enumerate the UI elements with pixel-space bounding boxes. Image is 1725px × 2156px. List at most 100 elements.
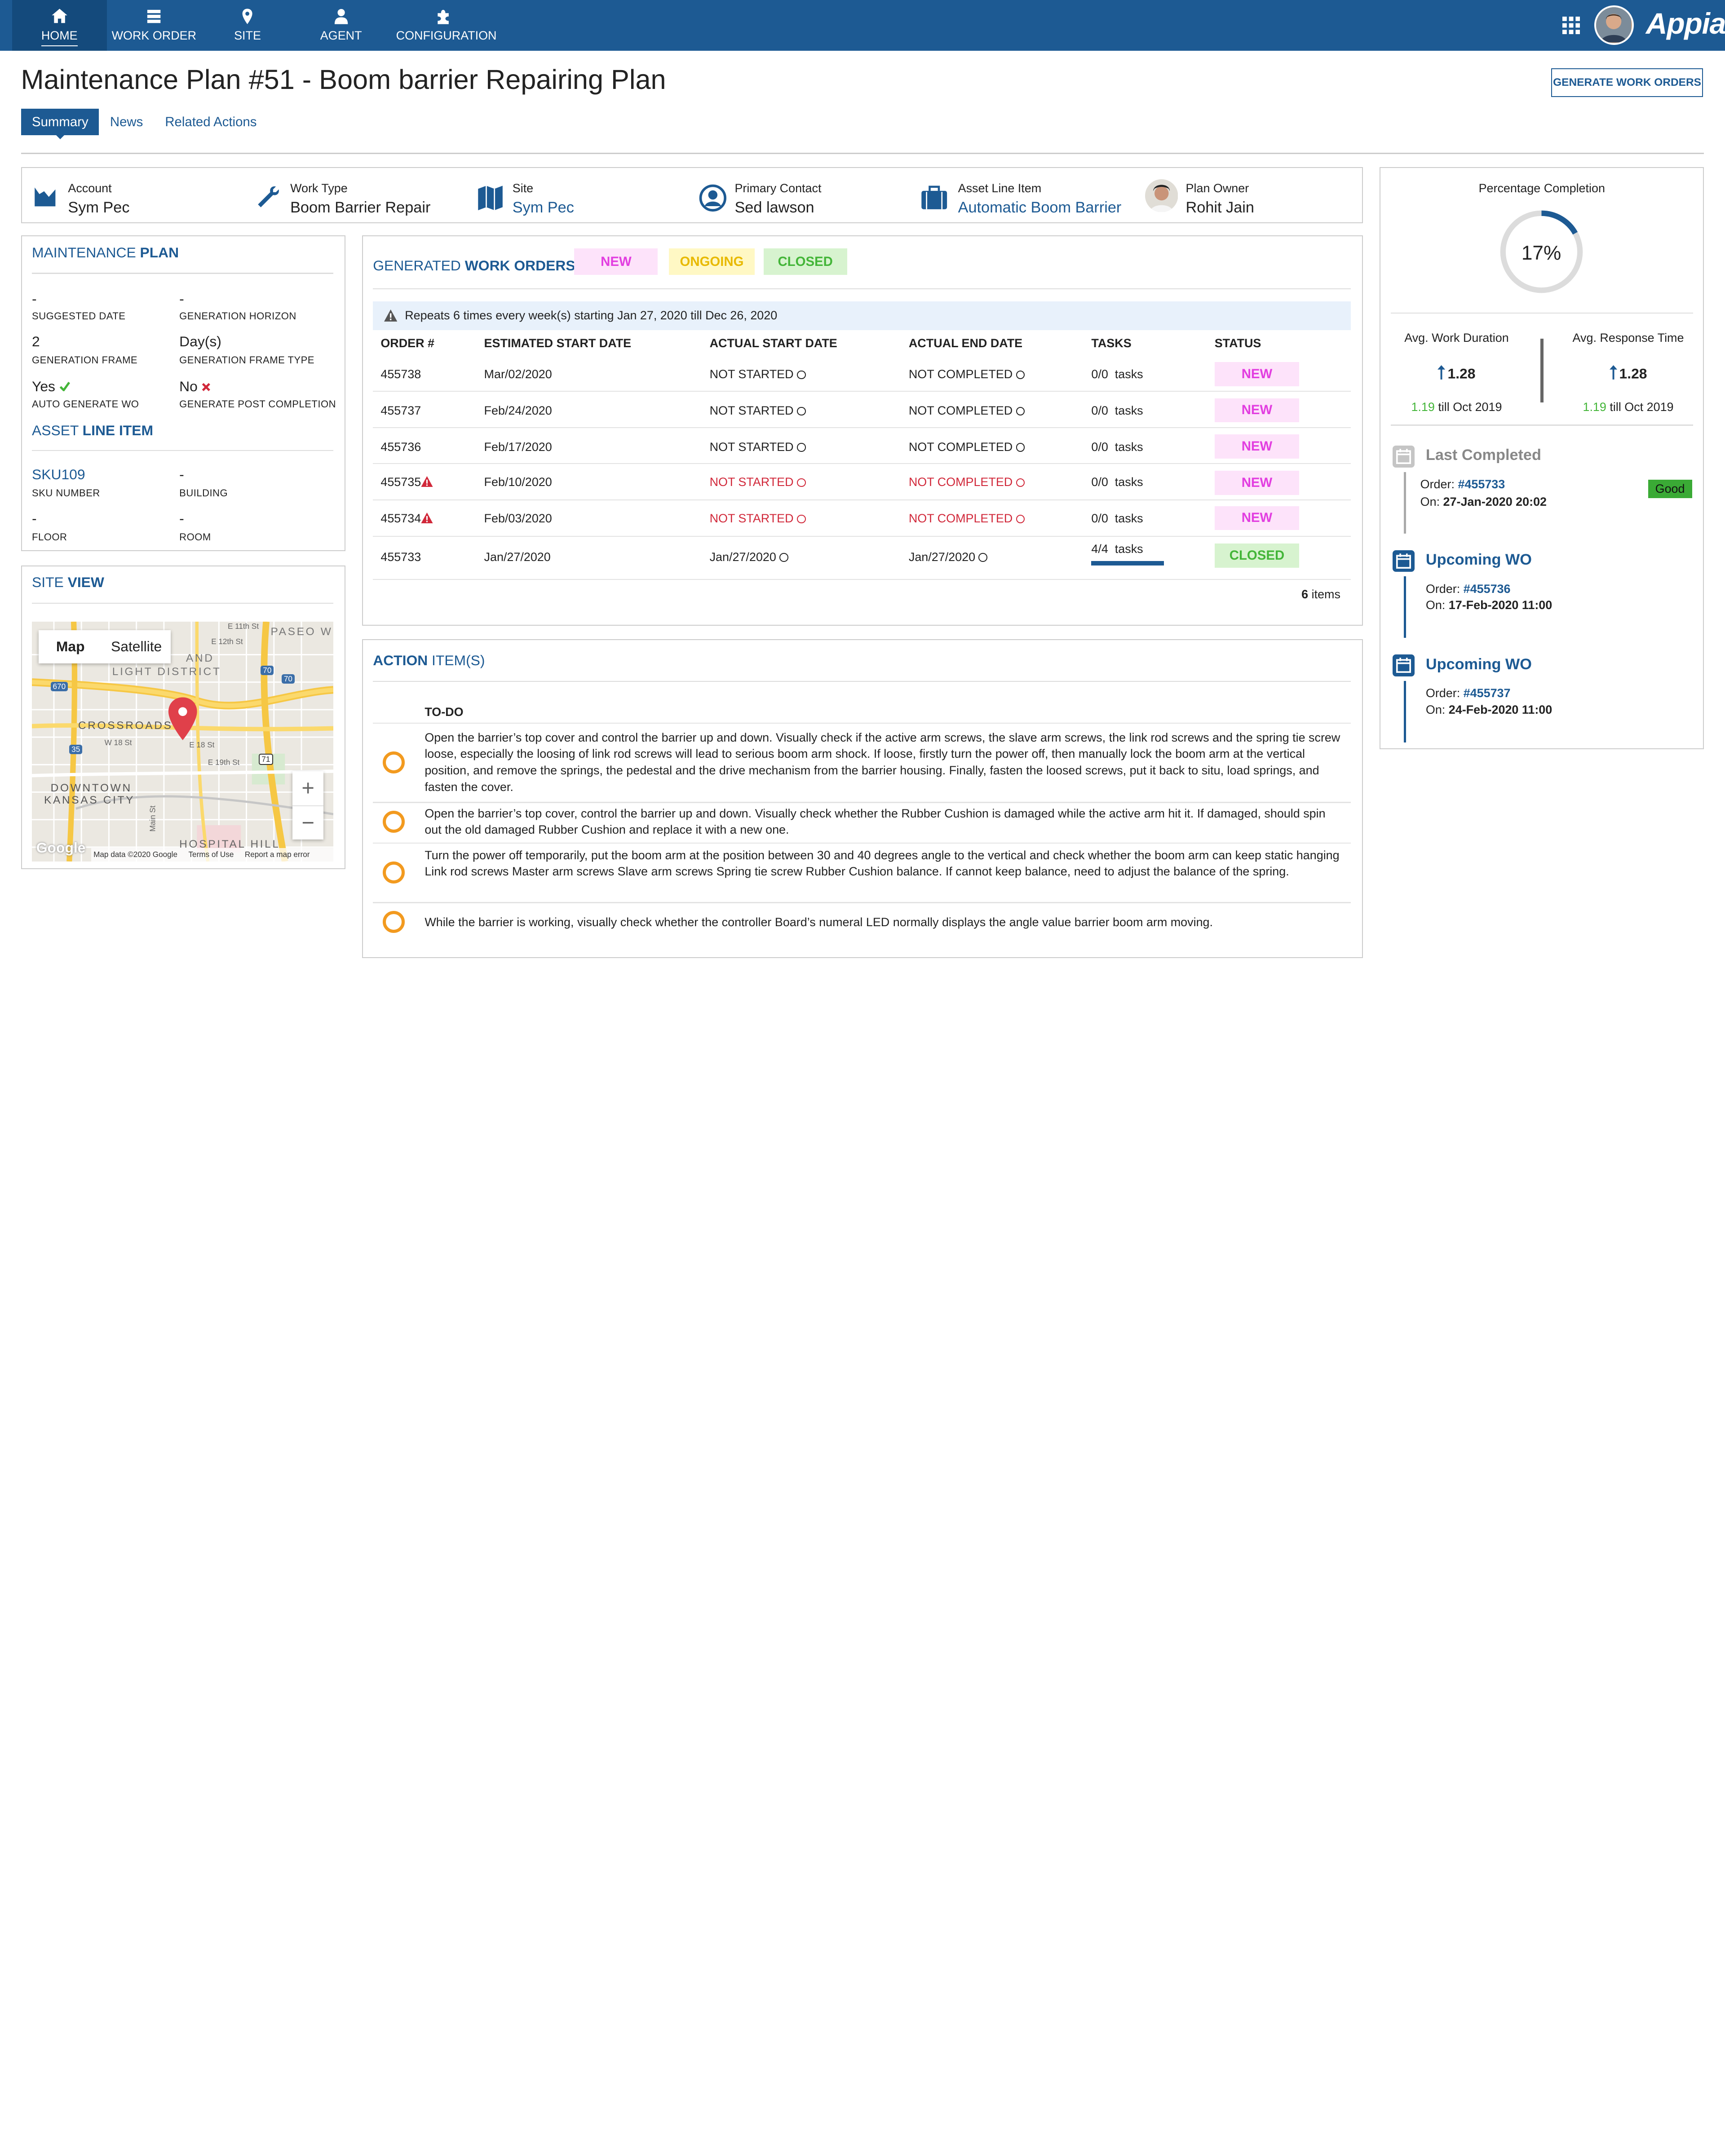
nav-site[interactable]: SITE (223, 0, 272, 51)
top-navigation: HOME WORK ORDER SITE AGENT CONFIGURATION… (0, 0, 1725, 51)
google-logo: Google (36, 839, 86, 856)
work-orders-card (362, 235, 1363, 626)
map-icon (478, 186, 503, 210)
completion-arc (1500, 210, 1583, 293)
arrow-up-icon (1438, 365, 1446, 380)
auto-generate-label: AUTO GENERATE WO (32, 398, 139, 410)
last-completed-date: On: 27-Jan-2020 20:02 (1420, 495, 1547, 509)
nav-configuration[interactable]: CONFIGURATION (396, 0, 496, 51)
action-items-title: ACTION ITEM(S) (373, 652, 485, 669)
clock-icon (796, 370, 806, 380)
room-value: - (179, 510, 184, 527)
avg-work-duration-value: 1.28 (1391, 365, 1523, 382)
tab-news[interactable]: News (110, 114, 143, 129)
action-items-card (362, 639, 1363, 959)
auto-generate-value: Yes (32, 378, 70, 395)
map-marker-icon[interactable] (166, 696, 199, 742)
highway-shield: 70 (261, 665, 274, 675)
clock-icon (1016, 514, 1025, 524)
asset-line-item-title: ASSET LINE ITEM (32, 422, 154, 439)
work-order-icon (147, 10, 161, 23)
order-link[interactable]: 455735 (380, 475, 421, 489)
todo-item: Open the barrier’s top cover and control… (425, 730, 1340, 794)
order-link[interactable]: #455737 (1463, 686, 1511, 700)
map-label: AND (186, 652, 214, 665)
avg-work-duration-prev: 1.19 till Oct 2019 (1411, 400, 1502, 414)
nav-work-order[interactable]: WORK ORDER (111, 0, 197, 51)
generation-horizon-value: - (179, 290, 184, 307)
col-tasks: TASKS (1091, 336, 1132, 350)
street-label: E 12th St (211, 636, 243, 646)
tasks-progress-fill (1091, 561, 1164, 566)
clock-icon (796, 443, 806, 452)
map-tab[interactable]: Map (56, 638, 85, 655)
nav-agent[interactable]: AGENT (316, 0, 367, 51)
completion-ring (1500, 210, 1583, 293)
todo-checkbox[interactable] (383, 910, 405, 933)
report-link[interactable]: Report a map error (244, 850, 310, 859)
room-label: ROOM (179, 531, 211, 543)
map-label: DOWNTOWN (50, 782, 132, 795)
check-icon (59, 382, 70, 392)
generation-frame-value: 2 (32, 333, 40, 350)
divider (21, 153, 1704, 154)
generate-work-orders-button[interactable]: GENERATE WORK ORDERS (1551, 68, 1703, 97)
order-link[interactable]: 455733 (380, 550, 421, 564)
highway-shield: 670 (50, 682, 68, 692)
street-label: Main St (148, 805, 157, 832)
person-icon (334, 9, 348, 24)
user-circle-icon (699, 184, 726, 212)
status-badge: NEW (1214, 434, 1300, 459)
clock-icon (1016, 443, 1025, 452)
site-map[interactable]: Map Satellite PASEO W AND LIGHT DISTRICT… (32, 621, 334, 862)
completion-label: Percentage Completion (1478, 181, 1605, 195)
floor-label: FLOOR (32, 531, 67, 543)
order-link[interactable]: #455736 (1463, 582, 1511, 596)
table-row (373, 429, 1351, 464)
order-link[interactable]: 455734 (380, 511, 421, 525)
sku-number-value[interactable]: SKU109 (32, 466, 85, 483)
last-completed-order: Order: #455733 (1420, 477, 1505, 491)
app-grid-icon[interactable] (1562, 16, 1580, 34)
order-link[interactable]: 455737 (380, 403, 421, 417)
floor-value: - (32, 510, 37, 527)
nav-home[interactable]: HOME (12, 0, 107, 51)
order-link[interactable]: 455738 (380, 367, 421, 381)
highway-shield: 71 (258, 753, 274, 765)
order-link[interactable]: 455736 (380, 440, 421, 454)
table-row (373, 356, 1351, 392)
user-avatar[interactable] (1594, 5, 1634, 45)
page-title: Maintenance Plan #51 - Boom barrier Repa… (21, 64, 666, 95)
order-link[interactable]: #455733 (1458, 477, 1505, 491)
warning-icon (384, 309, 398, 322)
upcoming-wo-title: Upcoming WO (1425, 655, 1532, 673)
todo-checkbox[interactable] (383, 861, 405, 884)
tab-related-actions[interactable]: Related Actions (165, 114, 257, 129)
completion-card (1380, 167, 1704, 749)
kpi-divider (1540, 339, 1544, 403)
chart-icon (35, 187, 56, 206)
location-pin-icon (242, 9, 253, 24)
legend-ongoing-badge: ONGOING (668, 248, 755, 275)
todo-checkbox[interactable] (383, 810, 405, 833)
tab-summary[interactable]: Summary (21, 109, 99, 140)
zoom-out-button[interactable]: − (292, 805, 323, 839)
clock-icon (1016, 478, 1025, 487)
zoom-control: + − (292, 771, 323, 839)
legend-closed-badge: CLOSED (763, 248, 847, 275)
puzzle-icon (438, 10, 449, 24)
todo-checkbox[interactable] (383, 751, 405, 773)
recurrence-notice: Repeats 6 times every week(s) starting J… (373, 301, 1351, 330)
zoom-in-button[interactable]: + (301, 776, 314, 800)
avg-response-time-prev: 1.19 till Oct 2019 (1583, 400, 1674, 414)
satellite-tab[interactable]: Satellite (111, 638, 162, 655)
page: HOME WORK ORDER SITE AGENT CONFIGURATION… (0, 0, 1725, 959)
calendar-icon (1393, 550, 1415, 572)
building-value: - (179, 466, 184, 483)
work-orders-title: GENERATED WORK ORDERS (373, 257, 575, 274)
clock-icon (1016, 370, 1025, 380)
clock-icon (1016, 406, 1025, 416)
terms-link[interactable]: Terms of Use (188, 850, 234, 859)
upcoming-date: On: 17-Feb-2020 11:00 (1425, 598, 1552, 612)
post-completion-label: GENERATE POST COMPLETION (179, 398, 336, 410)
